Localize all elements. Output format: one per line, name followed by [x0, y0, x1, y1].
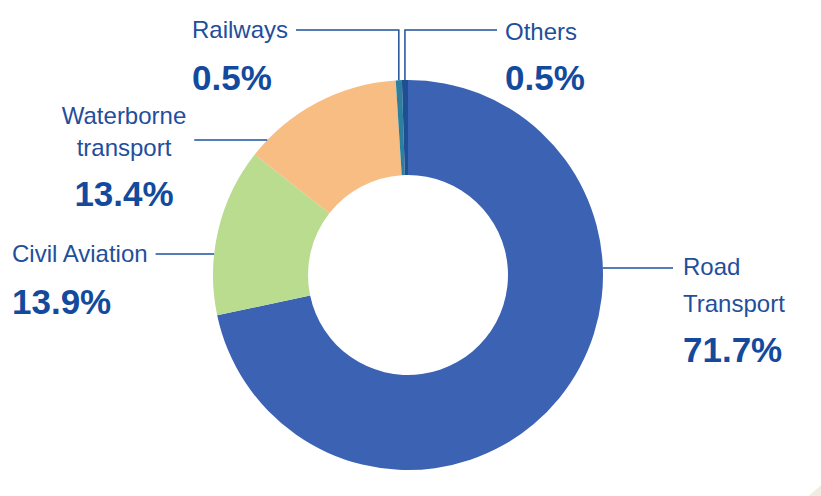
category-label: RoadTransport — [683, 253, 785, 317]
category-label: Others — [505, 18, 577, 45]
value-label: 71.7% — [683, 330, 782, 369]
value-label: 13.9% — [12, 282, 111, 321]
chart: RoadTransport 71.7% Civil Aviation 13.9% Wat… — [0, 0, 821, 496]
slice — [255, 80, 402, 213]
leader-line — [405, 30, 497, 80]
leader-line — [603, 267, 673, 269]
category-label: Civil Aviation — [12, 240, 148, 267]
leader-line — [194, 139, 267, 141]
value-label: 0.5% — [192, 58, 272, 97]
decoration — [680, 390, 821, 496]
leader-line — [156, 253, 215, 255]
value-label: 0.5% — [505, 58, 585, 97]
labels: RoadTransport 71.7% Civil Aviation 13.9% Wat… — [12, 16, 785, 369]
category-label: Waterbornetransport — [62, 102, 187, 161]
slices — [213, 80, 603, 470]
category-label: Railways — [192, 16, 288, 43]
leader-line — [296, 30, 399, 80]
value-label: 13.4% — [74, 174, 173, 213]
slice — [402, 80, 408, 175]
